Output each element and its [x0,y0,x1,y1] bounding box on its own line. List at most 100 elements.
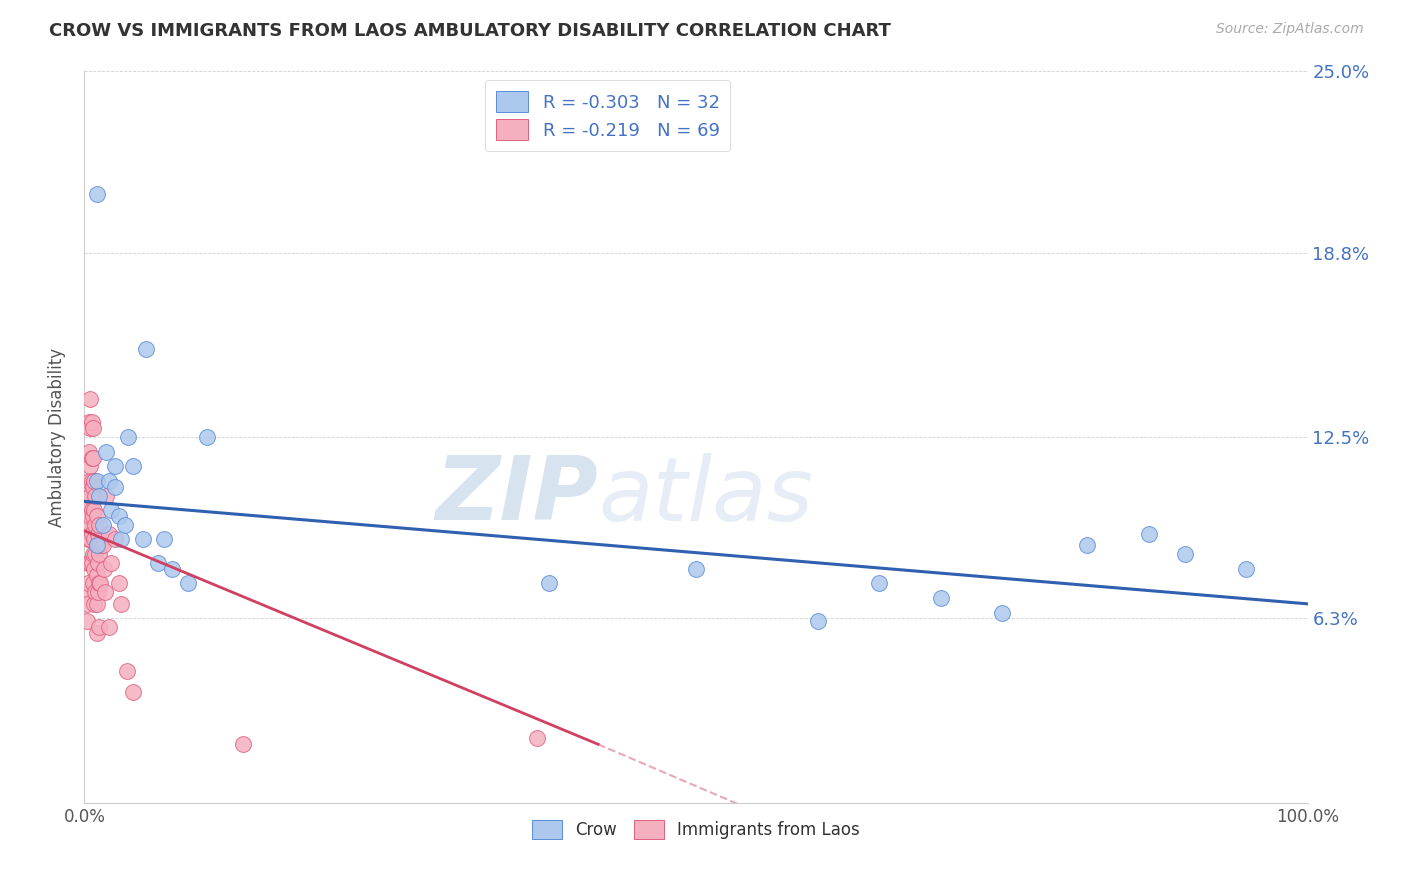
Point [83,503,105,517]
Point [79,421,101,435]
Point [869,576,891,591]
Point [77,480,100,494]
Point [135,343,157,357]
Point [82,421,104,435]
Point [87,489,110,503]
Point [79,533,101,547]
Point [177,576,200,591]
Point [77,444,100,458]
Point [114,517,136,532]
Point [77,517,100,532]
Point [97,474,120,488]
Point [685,562,707,576]
Point [526,731,548,746]
Point [162,562,184,576]
Point [77,556,100,570]
Point [76,597,98,611]
Point [1174,547,1197,561]
Point [104,480,127,494]
Point [87,576,110,591]
Point [84,585,107,599]
Point [80,450,103,465]
Point [807,615,830,629]
Point [538,576,561,591]
Point [110,597,132,611]
Point [86,538,108,552]
Point [107,509,129,524]
Point [86,626,108,640]
Point [195,430,218,444]
Point [232,737,254,751]
Point [86,474,108,488]
Point [76,585,98,599]
Point [93,562,115,576]
Point [83,533,105,547]
Point [79,459,101,474]
Point [91,517,114,532]
Point [80,526,103,541]
Point [77,533,100,547]
Point [83,597,105,611]
Point [100,556,122,570]
Text: atlas: atlas [598,452,813,539]
Text: ZIP: ZIP [436,452,598,539]
Point [929,591,952,605]
Point [104,459,127,474]
Point [87,547,110,561]
Point [94,585,117,599]
Point [86,187,108,202]
Point [80,474,103,488]
Point [87,517,110,532]
Point [86,509,108,524]
Point [110,533,132,547]
Point [82,450,104,465]
Y-axis label: Ambulatory Disability: Ambulatory Disability [48,348,66,526]
Point [86,567,108,582]
Point [79,489,101,503]
Point [122,684,145,698]
Point [146,556,169,570]
Point [77,517,100,532]
Point [96,489,118,503]
Point [83,562,105,576]
Point [97,526,120,541]
Point [84,517,107,532]
Point [77,474,100,488]
Legend: Crow, Immigrants from Laos: Crow, Immigrants from Laos [526,814,866,846]
Point [77,576,100,591]
Point [122,459,145,474]
Point [77,416,100,430]
Point [117,430,139,444]
Point [76,615,98,629]
Point [100,503,122,517]
Point [115,664,138,678]
Point [153,533,176,547]
Point [1076,538,1098,552]
Point [79,509,101,524]
Point [91,538,114,552]
Point [97,620,120,634]
Point [87,585,110,599]
Point [1137,526,1160,541]
Point [104,533,127,547]
Point [1236,562,1258,576]
Point [991,606,1014,620]
Point [82,509,104,524]
Point [107,576,129,591]
Point [86,597,108,611]
Point [84,489,107,503]
Point [84,547,107,561]
Point [89,576,111,591]
Point [82,480,104,494]
Point [86,538,108,552]
Text: CROW VS IMMIGRANTS FROM LAOS AMBULATORY DISABILITY CORRELATION CHART: CROW VS IMMIGRANTS FROM LAOS AMBULATORY … [49,22,891,40]
Point [80,416,103,430]
Point [80,503,103,517]
Point [82,547,104,561]
Point [79,556,101,570]
Point [83,474,105,488]
Point [79,392,101,406]
Point [132,533,155,547]
Point [80,556,103,570]
Point [82,576,104,591]
